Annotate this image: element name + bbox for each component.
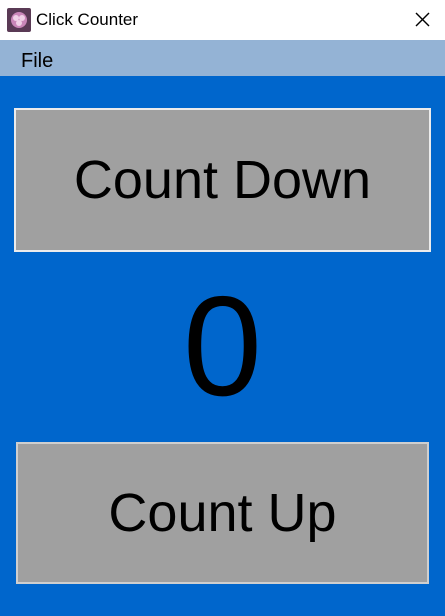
count-up-label: Count Up	[108, 483, 337, 543]
close-icon[interactable]	[402, 6, 442, 34]
title-bar: Click Counter	[0, 0, 445, 40]
count-down-button[interactable]: Count Down	[14, 108, 431, 252]
main-content: Count Down 0 Count Up	[0, 76, 445, 616]
window-title: Click Counter	[36, 10, 139, 29]
menu-bar: File	[0, 40, 445, 76]
count-down-label: Count Down	[73, 150, 372, 210]
menu-file[interactable]: File	[21, 50, 54, 72]
count-up-button[interactable]: Count Up	[16, 442, 429, 584]
app-logo-icon	[7, 8, 31, 32]
counter-value: 0	[183, 267, 262, 426]
